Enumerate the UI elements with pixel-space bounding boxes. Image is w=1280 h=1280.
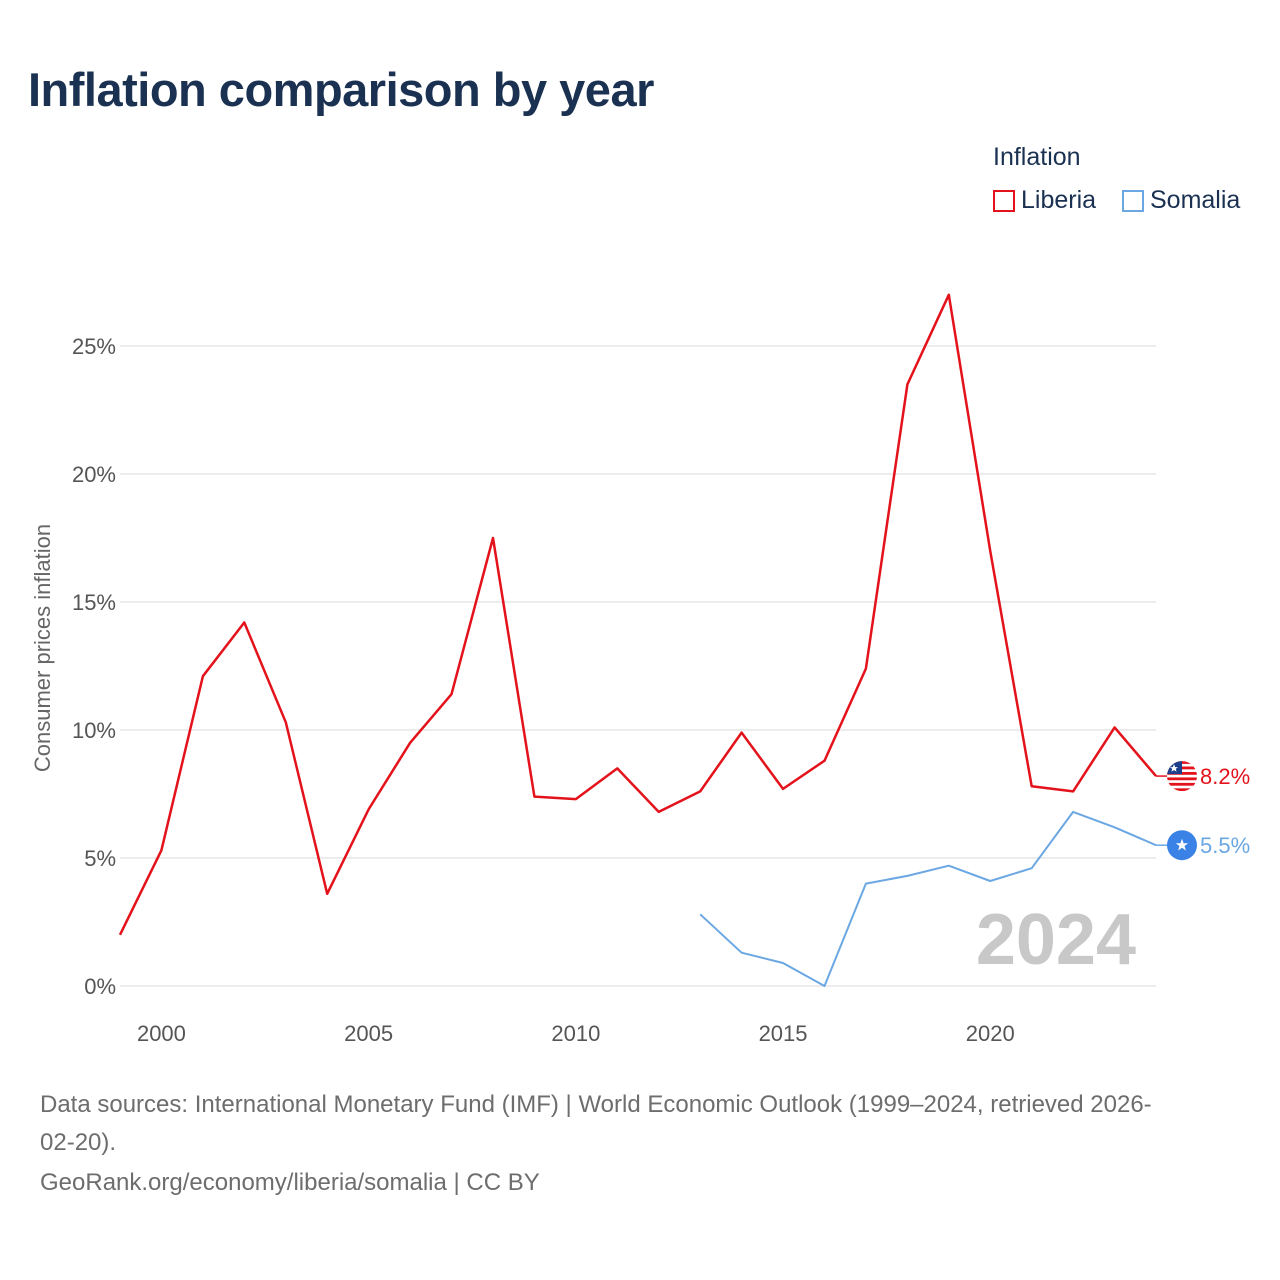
x-tick-label: 2020 <box>966 1021 1015 1046</box>
legend-item-somalia[interactable]: Somalia <box>1122 186 1240 215</box>
series-line-liberia <box>118 293 1157 936</box>
footer-sources: Data sources: International Monetary Fun… <box>40 1086 1152 1162</box>
footer-sources-line2: 02-20). <box>40 1129 117 1156</box>
x-tick-label: 2000 <box>137 1021 186 1046</box>
line-chart: 0% 5% 10% 15% 20% 25% 2000 2005 2010 2015 2020 Cons… <box>30 293 1250 1046</box>
chart-title: Inflation comparison by year <box>28 63 654 116</box>
y-tick-label: 5% <box>84 846 116 871</box>
footer-credit: GeoRank.org/economy/liberia/somalia | CC… <box>40 1169 540 1196</box>
y-axis-title: Consumer prices inflation <box>30 524 55 772</box>
y-tick-label: 0% <box>84 974 116 999</box>
footer-sources-line1: Data sources: International Monetary Fun… <box>40 1091 1152 1118</box>
somalia-flag-icon <box>1167 830 1197 861</box>
series-line-somalia <box>699 810 1157 987</box>
liberia-flag-icon <box>1167 761 1197 792</box>
x-tick-label: 2010 <box>551 1021 600 1046</box>
legend-swatch-liberia <box>993 189 1015 212</box>
y-tick-label: 25% <box>72 334 116 359</box>
legend-label-somalia: Somalia <box>1150 186 1241 214</box>
end-label-liberia: 8.2% <box>1200 764 1250 789</box>
y-tick-label: 20% <box>72 462 116 487</box>
x-tick-label: 2015 <box>759 1021 808 1046</box>
year-watermark: 2024 <box>976 900 1136 980</box>
end-label-somalia: 5.5% <box>1200 833 1250 858</box>
legend-label-liberia: Liberia <box>1021 186 1097 214</box>
y-tick-label: 15% <box>72 590 116 615</box>
legend-swatch-somalia <box>1122 189 1144 212</box>
x-tick-label: 2005 <box>344 1021 393 1046</box>
legend-item-liberia[interactable]: Liberia <box>993 186 1096 215</box>
legend-title: Inflation <box>993 143 1081 171</box>
y-tick-label: 10% <box>72 718 116 743</box>
